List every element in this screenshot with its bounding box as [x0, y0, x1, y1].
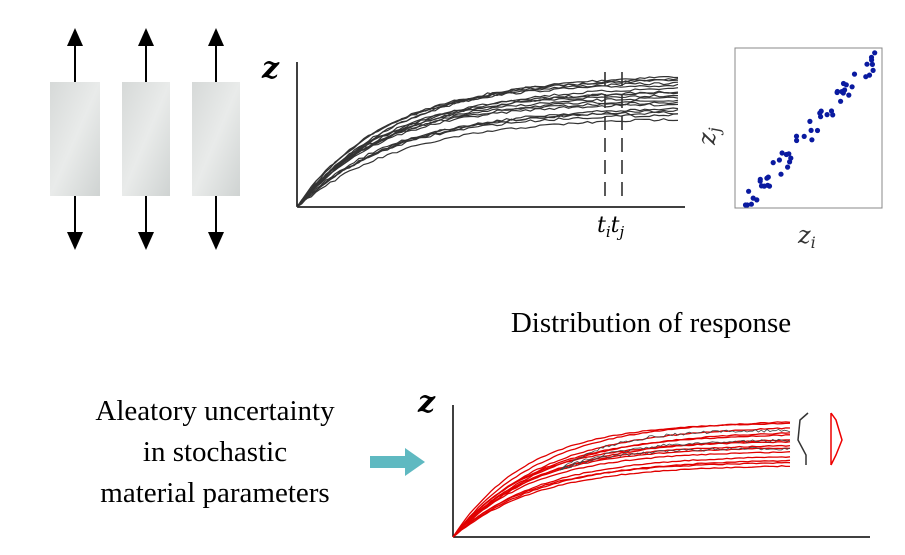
output-plot: z: [417, 385, 870, 538]
scatter-point: [817, 110, 823, 116]
scatter-point: [830, 112, 836, 118]
sample-curve: [452, 465, 790, 538]
sample-curve: [296, 81, 679, 208]
scatter-point: [869, 57, 875, 63]
y-axis-label: z: [417, 385, 436, 420]
scatter-point: [851, 71, 858, 77]
distribution-shape: [797, 412, 809, 465]
scatter-point: [846, 92, 852, 98]
sample-curve: [452, 441, 791, 538]
scatter-point: [814, 127, 821, 134]
specimens: [50, 28, 240, 250]
distribution-shape: [830, 412, 843, 466]
specimen: [50, 82, 100, 196]
sample-curve: [559, 438, 791, 471]
scatter-point: [870, 67, 876, 73]
scatter-point: [746, 188, 752, 194]
input-label-line: material parameters: [100, 477, 329, 509]
sample-curve: [296, 83, 679, 208]
sample-curve: [452, 422, 791, 538]
scatter-point: [778, 171, 784, 177]
sample-curve: [452, 459, 791, 538]
scatter-point: [748, 201, 755, 207]
scatter-point: [770, 160, 776, 166]
scatter-point: [809, 137, 815, 143]
scatter-point: [757, 178, 763, 184]
scatter-point: [750, 195, 756, 201]
scatter-point: [808, 127, 814, 133]
scatter-point: [840, 90, 846, 96]
scatter-point: [765, 182, 771, 188]
sample-curve: [296, 118, 679, 208]
scatter-point: [765, 174, 771, 180]
y-axis-label: z: [261, 51, 280, 86]
scatter-point: [843, 82, 849, 88]
input-label-line: in stochastic: [143, 436, 287, 468]
sample-curve: [452, 461, 791, 538]
input-label: Aleatory uncertainty in stochastic mater…: [95, 395, 335, 509]
scatter-point: [828, 108, 835, 114]
time-label: titj: [597, 213, 625, 241]
caption: Distribution of response: [511, 307, 791, 339]
sample-curve: [296, 78, 679, 208]
scatter-point: [801, 133, 807, 139]
scatter-point: [824, 112, 830, 118]
sample-curve: [296, 101, 679, 208]
arrow: [370, 448, 425, 476]
scatter-point: [864, 61, 870, 67]
specimen: [192, 82, 240, 196]
response-plot: z titj: [261, 51, 685, 241]
scatter-point: [863, 74, 869, 80]
sample-curve: [296, 113, 679, 208]
scatter-point: [793, 133, 800, 139]
scatter-point: [776, 157, 783, 163]
sample-curve: [296, 91, 679, 208]
scatter-frame: [734, 47, 883, 209]
input-label-line: Aleatory uncertainty: [95, 395, 335, 427]
sample-curve: [452, 421, 791, 538]
scatter-point: [758, 183, 765, 189]
y-axis-label: zj: [693, 127, 724, 146]
scatter-point: [785, 164, 791, 170]
scatter-point: [834, 88, 841, 95]
sample-curve: [296, 111, 679, 208]
scatter-point: [779, 150, 785, 156]
scatter-point: [788, 155, 794, 161]
x-axis-label: zi: [797, 221, 816, 252]
sample-curve: [559, 428, 791, 471]
sample-curve: [452, 451, 791, 538]
sample-curve: [296, 94, 679, 208]
sample-curve: [296, 109, 679, 208]
scatter-point: [849, 84, 855, 90]
scatter-point: [794, 137, 800, 144]
scatter-point: [838, 98, 844, 104]
sample-curve: [296, 102, 679, 208]
sample-curve: [559, 446, 791, 471]
scatter-point: [869, 61, 876, 67]
scatter-point: [786, 151, 792, 157]
scatter-point: [742, 202, 749, 208]
specimen: [122, 82, 170, 196]
sample-curve: [452, 427, 791, 538]
sample-curve: [296, 90, 679, 208]
sample-curve: [296, 107, 679, 208]
scatter-point: [872, 50, 878, 56]
scatter-plot: zj zi: [693, 47, 883, 252]
scatter-point: [807, 118, 813, 124]
